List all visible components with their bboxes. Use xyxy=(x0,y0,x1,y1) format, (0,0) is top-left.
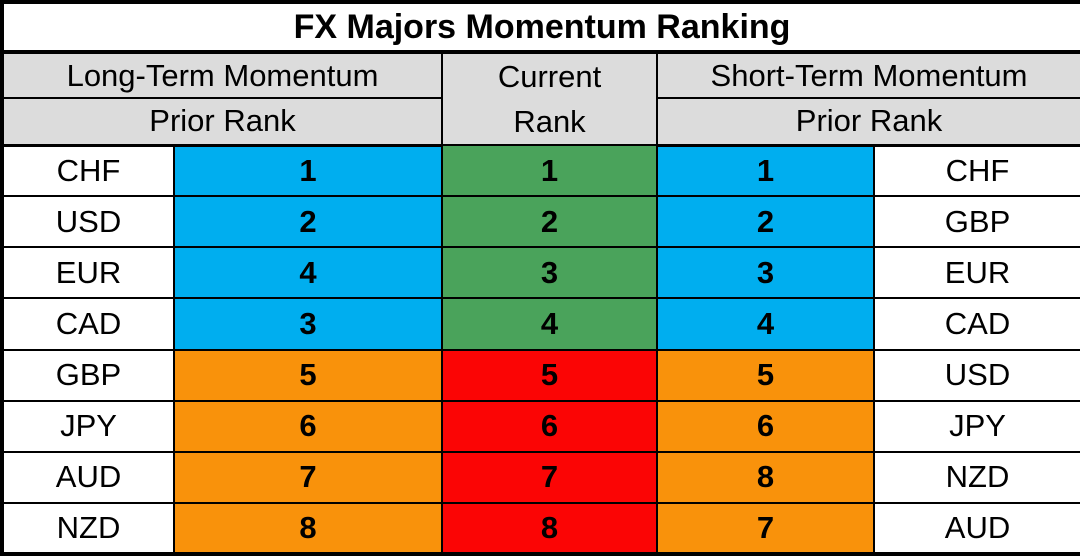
st-prior-rank-cell: 1 xyxy=(656,144,875,198)
lt-prior-rank-cell: 8 xyxy=(173,501,443,556)
header-current-rank: Current Rank xyxy=(441,51,658,147)
table-row: CHF 1 1 1 CHF xyxy=(1,144,1080,198)
st-currency-cell: JPY xyxy=(872,399,1080,453)
lt-prior-rank-cell: 7 xyxy=(173,450,443,504)
table-row: JPY 6 6 6 JPY xyxy=(1,399,1080,453)
lt-currency-cell: USD xyxy=(1,195,175,249)
title-row: FX Majors Momentum Ranking xyxy=(0,0,1080,55)
st-prior-rank-cell: 5 xyxy=(656,348,875,402)
current-rank-cell: 2 xyxy=(441,195,658,249)
table-row: GBP 5 5 5 USD xyxy=(1,348,1080,402)
st-prior-rank-cell: 8 xyxy=(656,450,875,504)
lt-prior-rank-cell: 4 xyxy=(173,246,443,300)
table-row: NZD 8 8 7 AUD xyxy=(1,501,1080,556)
st-currency-cell: NZD xyxy=(872,450,1080,504)
lt-currency-cell: NZD xyxy=(1,501,175,556)
lt-prior-rank-cell: 5 xyxy=(173,348,443,402)
st-prior-rank-cell: 2 xyxy=(656,195,875,249)
header-prior-rank-left: Prior Rank xyxy=(1,97,443,147)
header-rank-label: Rank xyxy=(513,104,586,140)
st-prior-rank-cell: 7 xyxy=(656,501,875,556)
table-row: USD 2 2 2 GBP xyxy=(1,195,1080,249)
st-currency-cell: CAD xyxy=(872,297,1080,351)
header-current-label: Current xyxy=(497,59,602,95)
lt-prior-rank-cell: 1 xyxy=(173,144,443,198)
current-rank-cell: 6 xyxy=(441,399,658,453)
current-rank-cell: 8 xyxy=(441,501,658,556)
header-prior-rank-right: Prior Rank xyxy=(655,97,1080,147)
header-short-term-momentum: Short-Term Momentum xyxy=(655,51,1080,100)
st-currency-cell: CHF xyxy=(872,144,1080,198)
current-rank-cell: 7 xyxy=(441,450,658,504)
table-row: CAD 3 4 4 CAD xyxy=(1,297,1080,351)
st-currency-cell: GBP xyxy=(872,195,1080,249)
st-currency-cell: USD xyxy=(872,348,1080,402)
lt-prior-rank-cell: 2 xyxy=(173,195,443,249)
lt-prior-rank-cell: 6 xyxy=(173,399,443,453)
header-row-prior-rank: Prior Rank Prior Rank xyxy=(1,97,1080,147)
page-title: FX Majors Momentum Ranking xyxy=(0,0,1080,55)
current-rank-cell: 1 xyxy=(441,144,658,198)
st-prior-rank-cell: 3 xyxy=(656,246,875,300)
lt-currency-cell: JPY xyxy=(1,399,175,453)
current-rank-cell: 5 xyxy=(441,348,658,402)
table-row: EUR 4 3 3 EUR xyxy=(1,246,1080,300)
st-currency-cell: AUD xyxy=(872,501,1080,556)
header-row-sections: Long-Term Momentum Current Rank Short-Te… xyxy=(1,51,1080,147)
header-long-term-momentum: Long-Term Momentum xyxy=(1,51,443,100)
st-currency-cell: EUR xyxy=(872,246,1080,300)
lt-currency-cell: AUD xyxy=(1,450,175,504)
table-row: AUD 7 7 8 NZD xyxy=(1,450,1080,504)
lt-prior-rank-cell: 3 xyxy=(173,297,443,351)
st-prior-rank-cell: 4 xyxy=(656,297,875,351)
current-rank-cell: 4 xyxy=(441,297,658,351)
lt-currency-cell: EUR xyxy=(1,246,175,300)
lt-currency-cell: CHF xyxy=(1,144,175,198)
lt-currency-cell: GBP xyxy=(1,348,175,402)
current-rank-cell: 3 xyxy=(441,246,658,300)
lt-currency-cell: CAD xyxy=(1,297,175,351)
st-prior-rank-cell: 6 xyxy=(656,399,875,453)
